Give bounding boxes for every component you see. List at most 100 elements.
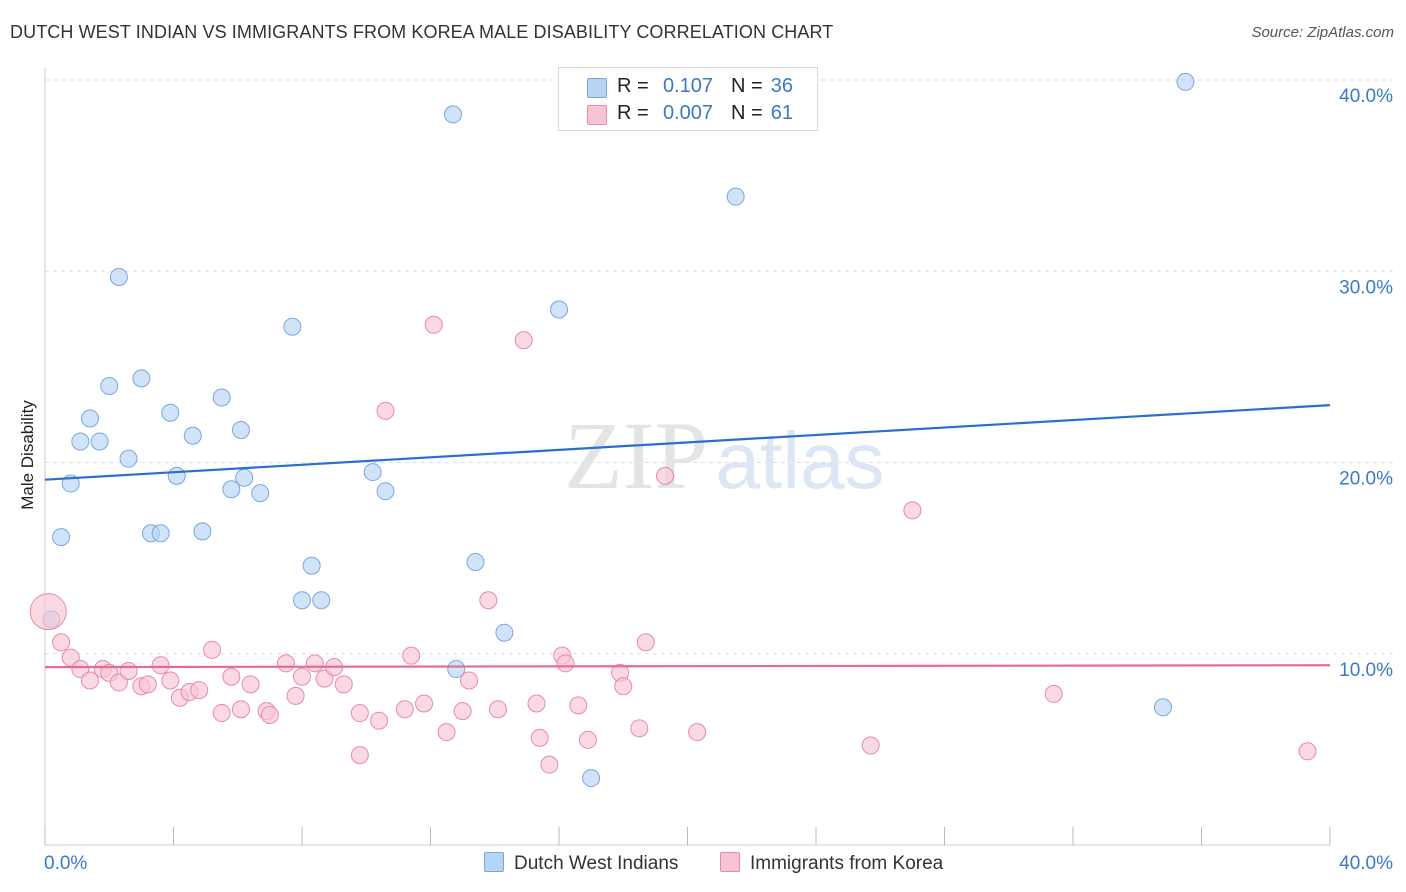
blue-point	[151, 524, 170, 543]
source-label: Source: ZipAtlas.com	[1251, 24, 1394, 41]
blue-point	[293, 591, 311, 610]
watermark-atlas: atlas	[716, 416, 885, 505]
legend-n-label: N =	[731, 75, 763, 97]
pink-point	[556, 654, 575, 673]
pink-point	[376, 401, 395, 420]
pink-point	[437, 723, 456, 742]
pink-point	[286, 686, 305, 705]
pink-point	[231, 700, 250, 719]
blue-point	[312, 591, 331, 610]
legend-r-label: R =	[617, 75, 649, 97]
blue-point	[447, 660, 466, 679]
pink-point	[334, 675, 353, 694]
blue-point	[466, 552, 485, 571]
legend-r-label: R =	[617, 102, 649, 124]
pink-point	[52, 633, 71, 652]
blue-point	[80, 409, 99, 428]
pink-point	[80, 671, 99, 690]
pink-trend-line	[44, 664, 1331, 669]
pink-point	[402, 646, 421, 665]
pink-point	[161, 671, 180, 690]
pink-point	[488, 700, 507, 719]
blue-point	[235, 468, 254, 487]
pink-point	[71, 660, 90, 679]
pink-point	[527, 694, 546, 713]
tick-labels: 10.0% 20.0% 30.0% 40.0% 0.0% 40.0%	[44, 86, 1393, 874]
legend-swatch-pink	[587, 105, 607, 125]
pink-point	[138, 675, 157, 694]
series-name-pink: Immigrants from Korea	[750, 853, 944, 874]
pink-point	[630, 719, 649, 738]
pink-point	[479, 591, 498, 610]
x-tick-label: 0.0%	[44, 853, 87, 874]
pink-point	[151, 656, 170, 675]
pink-point	[119, 661, 138, 680]
blue-point	[443, 105, 462, 124]
blue-point	[376, 482, 395, 501]
pink-point	[350, 746, 369, 765]
blue-point	[251, 484, 270, 503]
y-axis-label: Male Disability	[18, 400, 37, 510]
legend: R = 0.107 N = 36 R = 0.007 N = 61	[558, 67, 818, 131]
blue-point	[550, 300, 568, 319]
blue-point	[283, 317, 302, 336]
legend-row-blue: R = 0.107 N = 36	[559, 74, 817, 100]
blue-point	[582, 769, 601, 788]
series-name-blue: Dutch West Indians	[514, 853, 679, 874]
watermark-zip: ZIP	[564, 402, 708, 509]
y-tick-label: 10.0%	[1339, 660, 1393, 681]
legend-r-value: 0.107	[662, 75, 713, 97]
pink-point	[241, 675, 260, 694]
blue-point	[231, 420, 250, 439]
pink-point	[260, 705, 279, 724]
pink-point	[569, 696, 588, 715]
blue-point	[726, 187, 745, 206]
pink-point	[190, 681, 209, 700]
legend-n-value: 36	[770, 75, 793, 97]
pink-point	[514, 331, 533, 350]
blue-point	[193, 522, 212, 541]
blue-trend-line	[44, 404, 1331, 481]
pink-point	[424, 315, 443, 334]
axes	[44, 68, 1331, 846]
pink-point	[203, 640, 222, 659]
pink-point	[395, 700, 414, 719]
blue-point	[100, 377, 119, 395]
blue-point	[363, 463, 382, 482]
y-tick-label: 40.0%	[1339, 86, 1393, 107]
legend-swatch-blue	[587, 78, 607, 98]
blue-point	[302, 556, 321, 575]
legend-row-pink: R = 0.007 N = 61	[559, 101, 817, 127]
blue-point	[212, 388, 231, 407]
blue-point	[109, 267, 128, 286]
pink-point	[1298, 742, 1317, 761]
pink-point	[109, 673, 128, 692]
pink-point	[315, 669, 334, 688]
trend-lines	[44, 404, 1331, 669]
pink-point	[370, 711, 389, 730]
grid-lines	[45, 79, 1395, 655]
blue-point	[183, 426, 202, 445]
blue-point	[119, 449, 138, 468]
pink-point	[276, 654, 295, 673]
pink-point	[903, 501, 922, 520]
series-legend-pink: Immigrants from Korea	[720, 852, 943, 875]
y-tick-label: 20.0%	[1339, 469, 1393, 490]
pink-point	[460, 671, 479, 690]
legend-n-value: 61	[770, 102, 793, 124]
series-swatch-blue	[484, 852, 504, 872]
blue-point	[132, 369, 151, 388]
pink-point	[293, 667, 311, 686]
blue-point	[161, 403, 180, 422]
legend-n-label: N =	[731, 102, 763, 124]
watermark: ZIP atlas	[564, 402, 884, 509]
pink-point	[415, 694, 434, 713]
pink-point	[212, 704, 231, 723]
x-tick-label: 40.0%	[1339, 853, 1393, 874]
pink-point	[578, 730, 597, 749]
pink-point	[540, 755, 559, 774]
pink-point	[453, 702, 472, 721]
blue-point	[52, 528, 71, 547]
blue-point	[90, 432, 109, 451]
